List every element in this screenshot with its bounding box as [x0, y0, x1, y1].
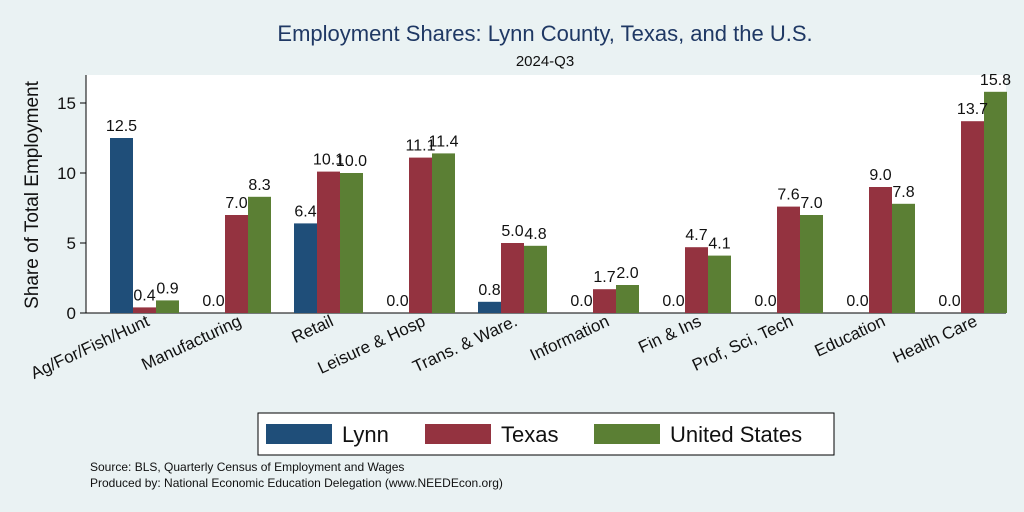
producer-note: Produced by: National Economic Education…: [90, 476, 503, 490]
value-label-group: 12.50.4 0.90.07.08.36.410.110.00.011.111.…: [106, 72, 1011, 310]
value-label-united-states-trans-ware: 4.8: [524, 226, 546, 243]
value-label-united-states-education: 7.8: [892, 184, 914, 201]
value-label-texas-leisure-hosp: 11.1: [406, 138, 436, 155]
bar-texas-retail: [317, 171, 340, 313]
value-label-lynn-manufacturing: 0.0: [202, 293, 224, 310]
value-label-texas-prof-sci-tech: 7.6: [777, 187, 799, 204]
bar-texas-health-care: [961, 121, 984, 313]
value-label-texas-health-care: 13.7: [957, 101, 988, 118]
value-label-united-states-fin-ins: 4.1: [708, 236, 730, 253]
legend-swatch-united-states: [594, 424, 660, 444]
category-label-trans-ware: Trans. & Ware.: [410, 311, 520, 376]
value-label-lynn-trans-ware: 0.8: [478, 282, 500, 299]
category-label-retail: Retail: [289, 311, 336, 347]
bar-texas-fin-ins: [685, 247, 708, 313]
category-label-information: Information: [527, 311, 612, 364]
bar-united-states-health-care: [984, 91, 1007, 313]
bar-lynn-ag-for-fish-hunt: [110, 138, 133, 313]
value-label-texas-information: 1.7: [593, 269, 615, 286]
value-label-united-states-manufacturing: 8.3: [248, 177, 270, 194]
value-label-united-states-prof-sci-tech: 7.0: [800, 195, 822, 212]
chart-subtitle: 2024-Q3: [516, 53, 574, 70]
bar-united-states-manufacturing: [248, 196, 271, 313]
value-label-lynn-education: 0.0: [846, 293, 868, 310]
bar-texas-trans-ware: [501, 243, 524, 313]
value-label-texas-retail: 10.1: [313, 152, 344, 169]
bar-texas-education: [869, 187, 892, 313]
value-label-texas-education: 9.0: [869, 167, 891, 184]
value-label-united-states-ag-for-fish-hunt: 0.9: [156, 280, 178, 297]
value-label-texas-manufacturing: 7.0: [225, 195, 247, 212]
bar-united-states-prof-sci-tech: [800, 215, 823, 313]
y-tick-label: 0: [67, 304, 76, 323]
legend-swatch-lynn: [266, 424, 332, 444]
bar-united-states-education: [892, 203, 915, 313]
category-label-manufacturing: Manufacturing: [139, 311, 245, 374]
value-label-lynn-fin-ins: 0.0: [662, 293, 684, 310]
y-tick-label: 10: [57, 164, 76, 183]
value-label-lynn-ag-for-fish-hunt: 12.5: [106, 118, 137, 135]
source-note: Source: BLS, Quarterly Census of Employm…: [90, 460, 404, 474]
legend-swatch-texas: [425, 424, 491, 444]
value-label-lynn-information: 0.0: [570, 293, 592, 310]
value-label-united-states-retail: 10.0: [336, 153, 367, 170]
value-label-lynn-retail: 6.4: [294, 203, 316, 220]
bar-lynn-trans-ware: [478, 301, 501, 313]
value-label-united-states-health-care: 15.8: [980, 72, 1011, 89]
bar-texas-manufacturing: [225, 215, 248, 313]
bar-united-states-trans-ware: [524, 245, 547, 313]
value-label-lynn-prof-sci-tech: 0.0: [754, 293, 776, 310]
value-label-united-states-information: 2.0: [616, 265, 638, 282]
bar-united-states-leisure-hosp: [432, 153, 455, 313]
y-tick-label: 15: [57, 94, 76, 113]
value-label-texas-trans-ware: 5.0: [501, 223, 523, 240]
chart-title: Employment Shares: Lynn County, Texas, a…: [277, 21, 812, 46]
bar-lynn-retail: [294, 223, 317, 313]
legend-label-lynn: Lynn: [342, 422, 389, 447]
legend-label-texas: Texas: [501, 422, 558, 447]
bar-united-states-ag-for-fish-hunt: [156, 300, 179, 313]
bar-texas-prof-sci-tech: [777, 206, 800, 313]
category-label-health-care: Health Care: [890, 311, 980, 367]
legend: Lynn Texas United States: [266, 422, 802, 447]
value-label-united-states-leisure-hosp: 11.4: [429, 133, 459, 150]
category-label-fin-ins: Fin & Ins: [635, 311, 704, 357]
value-label-lynn-health-care: 0.0: [938, 293, 960, 310]
value-label-lynn-leisure-hosp: 0.0: [386, 293, 408, 310]
bar-united-states-retail: [340, 173, 363, 313]
legend-label-united-states: United States: [670, 422, 802, 447]
bar-group: [110, 91, 1007, 313]
category-label-prof-sci-tech: Prof, Sci, Tech: [689, 311, 796, 374]
y-axis-label: Share of Total Employment: [22, 80, 43, 308]
bar-texas-information: [593, 289, 616, 313]
bar-texas-ag-for-fish-hunt: [133, 307, 156, 313]
legend-box: [257, 412, 835, 456]
value-label-texas-fin-ins: 4.7: [685, 227, 707, 244]
y-tick-label: 5: [67, 234, 76, 253]
bar-texas-leisure-hosp: [409, 157, 432, 313]
category-label-education: Education: [812, 311, 889, 360]
category-label-ag-for-fish-hunt: Ag/For/Fish/Hunt: [28, 311, 153, 383]
bar-united-states-fin-ins: [708, 255, 731, 313]
value-label-texas-ag-for-fish-hunt: 0.4: [133, 287, 155, 304]
bar-united-states-information: [616, 285, 639, 313]
